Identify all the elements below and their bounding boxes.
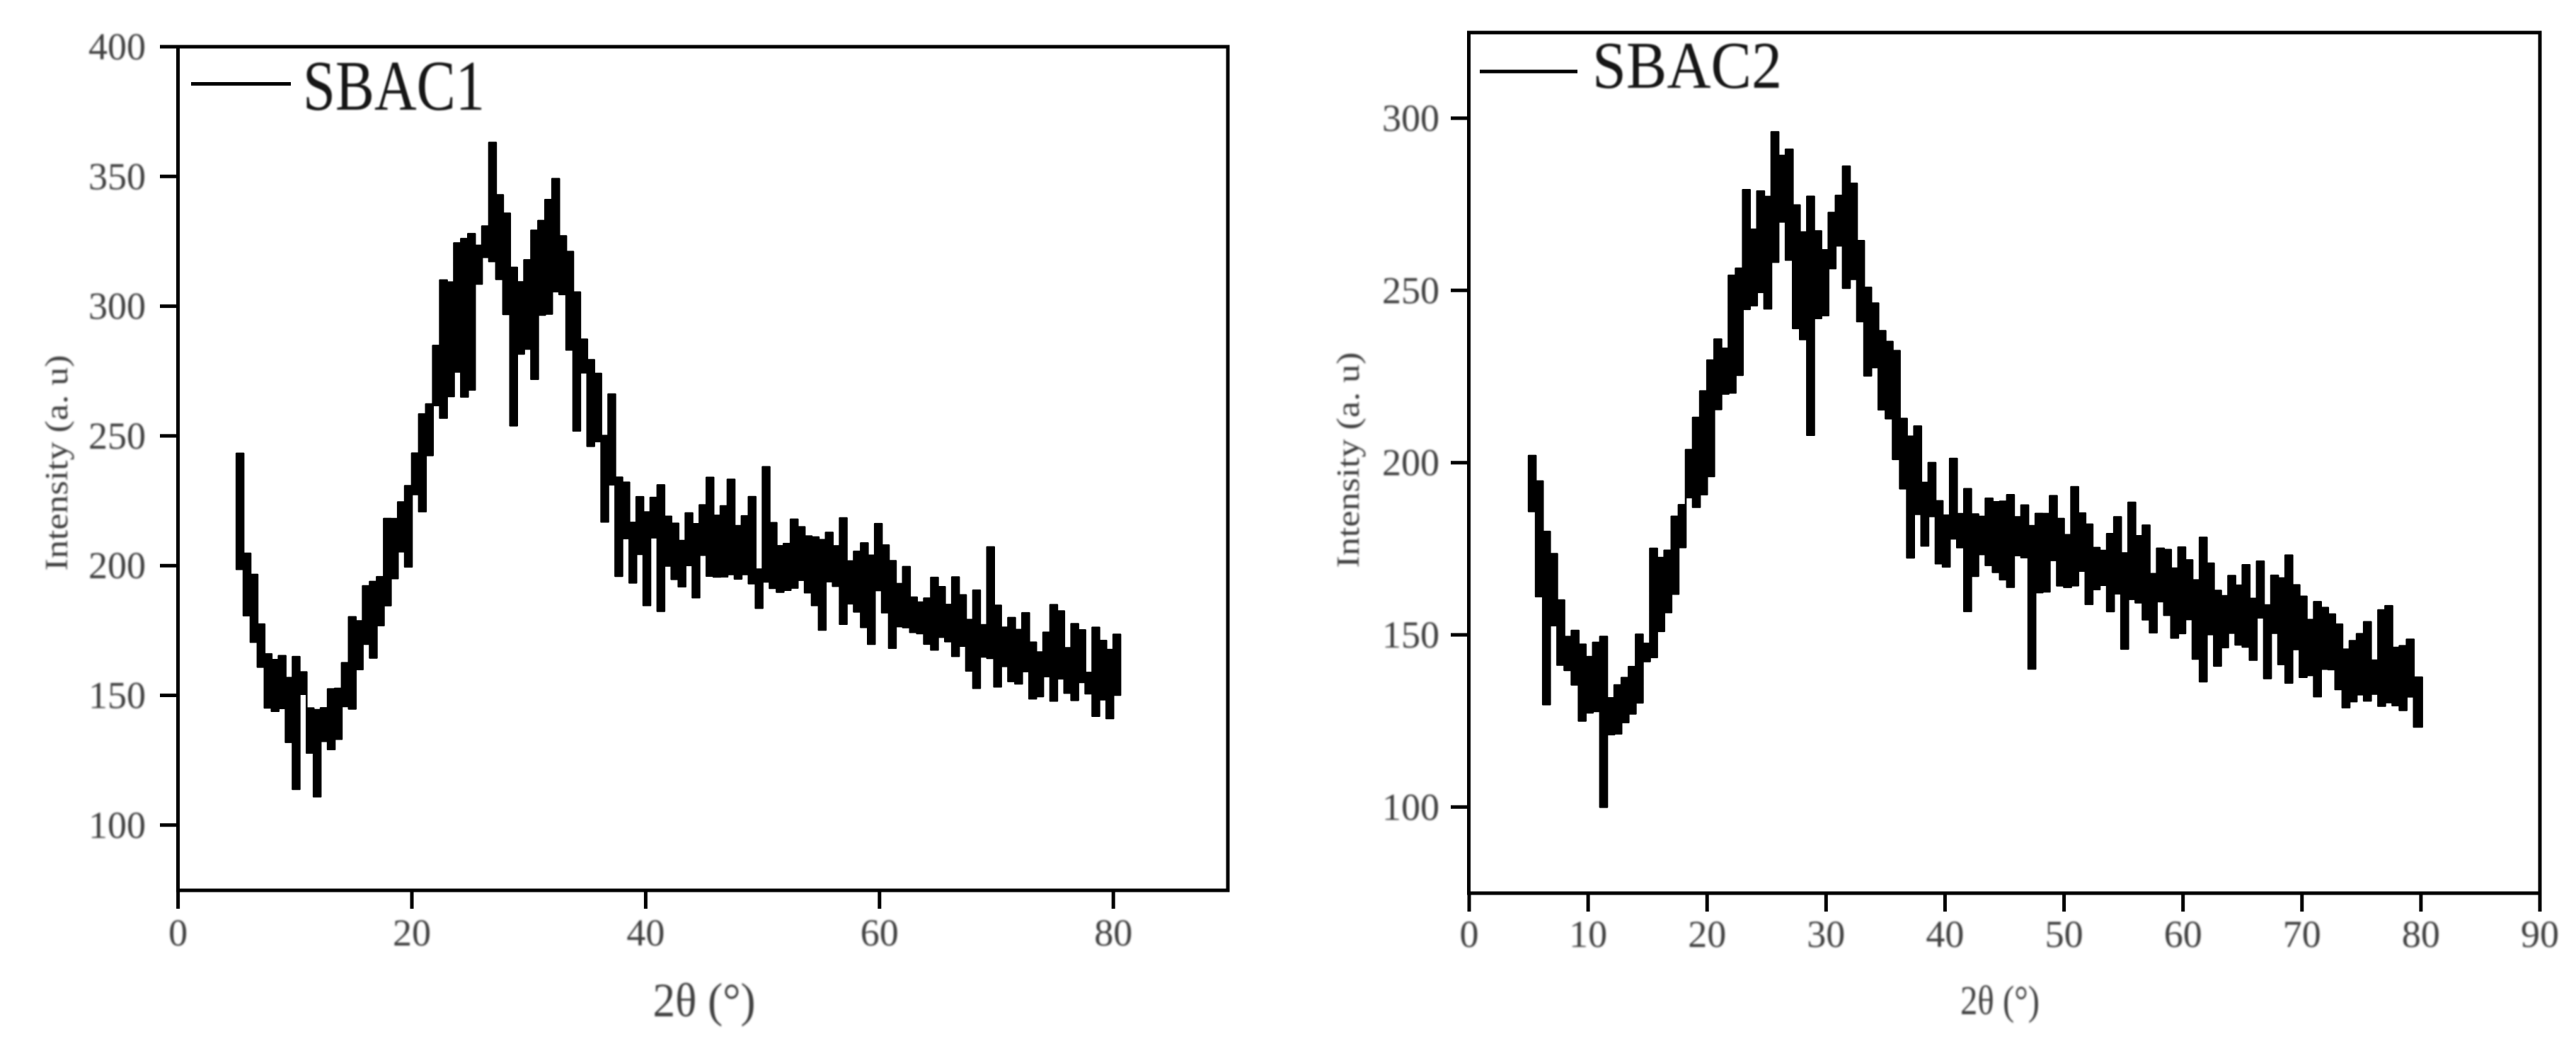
svg-text:80: 80 <box>2402 913 2440 955</box>
svg-text:200: 200 <box>1382 442 1439 484</box>
svg-text:70: 70 <box>2283 913 2321 955</box>
svg-text:30: 30 <box>1807 913 1845 955</box>
svg-text:60: 60 <box>861 912 899 954</box>
svg-text:SBAC2: SBAC2 <box>1592 29 1782 103</box>
svg-text:40: 40 <box>1926 913 1964 955</box>
svg-text:Intensity (a. u): Intensity (a. u) <box>1330 352 1366 568</box>
svg-text:60: 60 <box>2164 913 2202 955</box>
svg-text:20: 20 <box>393 912 431 954</box>
svg-text:300: 300 <box>88 285 146 328</box>
svg-text:0: 0 <box>1460 913 1479 955</box>
svg-text:2θ (°): 2θ (°) <box>653 973 756 1027</box>
svg-text:20: 20 <box>1688 913 1726 955</box>
svg-text:200: 200 <box>88 544 146 587</box>
svg-text:40: 40 <box>626 912 665 954</box>
svg-text:80: 80 <box>1094 912 1132 954</box>
svg-text:0: 0 <box>168 912 188 954</box>
svg-text:400: 400 <box>88 25 146 68</box>
svg-text:2θ (°): 2θ (°) <box>1960 977 2040 1023</box>
svg-text:Intensity (a. u): Intensity (a. u) <box>39 355 74 571</box>
svg-text:250: 250 <box>88 415 146 457</box>
svg-text:SBAC1: SBAC1 <box>303 46 485 125</box>
svg-text:50: 50 <box>2045 913 2083 955</box>
svg-text:300: 300 <box>1382 97 1439 139</box>
svg-text:100: 100 <box>88 804 146 846</box>
svg-text:10: 10 <box>1569 913 1607 955</box>
svg-text:150: 150 <box>88 674 146 717</box>
svg-text:150: 150 <box>1382 614 1439 656</box>
svg-text:90: 90 <box>2521 913 2559 955</box>
svg-text:250: 250 <box>1382 269 1439 311</box>
svg-text:350: 350 <box>88 155 146 197</box>
svg-text:100: 100 <box>1382 786 1439 828</box>
